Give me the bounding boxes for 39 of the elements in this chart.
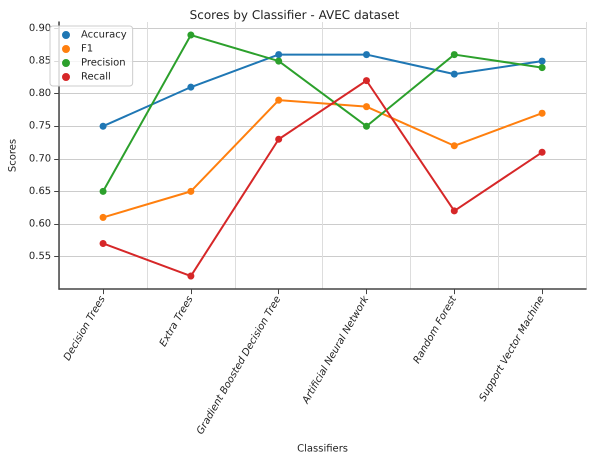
point [538,64,546,72]
y-tick-label: 0.65 [28,186,52,197]
point [275,96,282,104]
point [100,240,107,247]
point [275,51,282,58]
legend-label: Precision [81,58,126,68]
y-tick-label: 0.85 [28,56,52,67]
y-tick-label: 0.80 [28,88,52,100]
y-tick-label: 0.70 [28,153,52,164]
legend-label: Accuracy [81,30,127,40]
point [100,122,107,130]
point [275,136,282,143]
y-tick-label: 0.75 [28,120,52,132]
point [187,32,194,39]
y-tick-label: 0.55 [28,251,52,262]
y-axis-title: Scores [8,138,18,172]
point [362,103,370,110]
point [187,188,194,195]
point [450,51,458,58]
y-tick-label: 0.60 [28,218,52,230]
point [450,207,458,214]
y-tick-label: 0.90 [28,23,52,34]
x-axis-title: Classifiers [297,444,348,454]
point [362,122,370,130]
legend-label: F1 [81,44,94,54]
point [450,142,458,150]
point [362,77,370,84]
point [187,272,194,280]
chart-title: Scores by Classifier - AVEC dataset [190,8,400,22]
point [100,214,107,221]
point [538,148,546,156]
point [362,51,370,58]
legend-label: Recall [81,72,111,82]
point [187,84,194,91]
point [275,58,282,65]
point [450,70,458,78]
point [538,110,546,117]
point [538,58,546,65]
point [100,188,107,195]
